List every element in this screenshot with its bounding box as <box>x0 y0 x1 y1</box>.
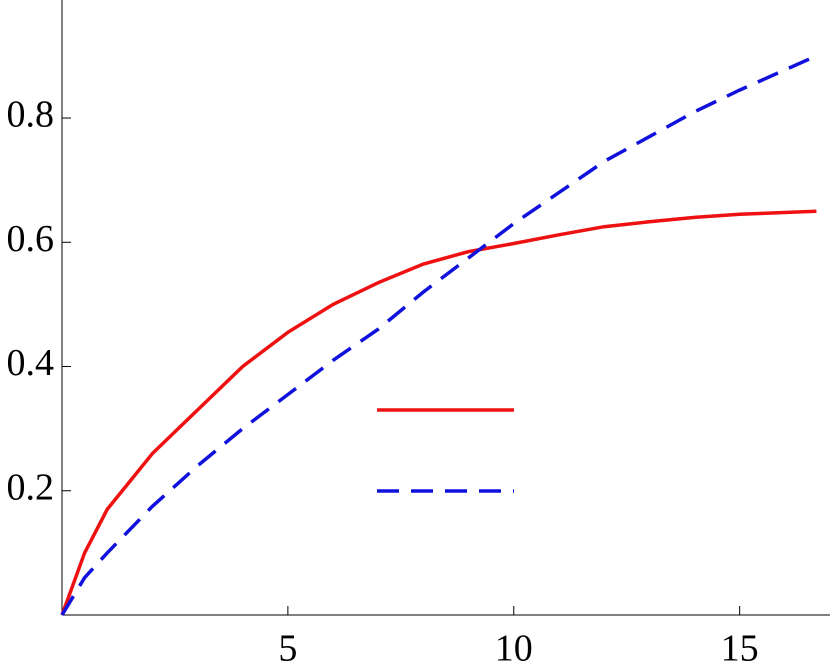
series-line <box>60 209 817 616</box>
x-tick-label: 10 <box>495 628 533 665</box>
y-tick-label: 0.8 <box>7 94 55 136</box>
x-tick-label: 15 <box>721 628 759 665</box>
y-tick-label: 0.4 <box>7 342 55 384</box>
y-tick-label: 0.2 <box>7 466 55 508</box>
x-tick-label: 5 <box>278 628 297 665</box>
y-tick-label: 0.6 <box>7 218 55 260</box>
series-line <box>60 54 818 616</box>
